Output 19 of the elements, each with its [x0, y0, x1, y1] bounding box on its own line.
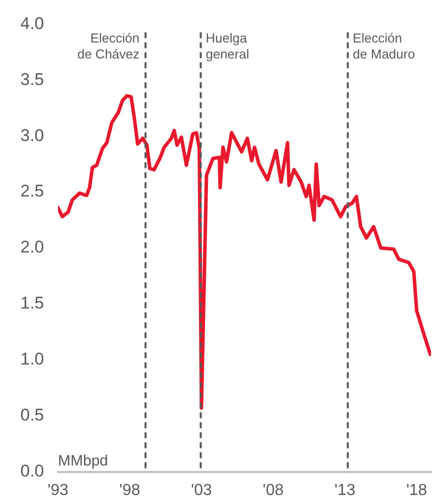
y-tick-label: 3.5	[20, 70, 44, 89]
y-tick-label: 2.0	[20, 238, 44, 257]
x-tick-label: '03	[191, 482, 212, 499]
y-tick-label: 4.0	[20, 14, 44, 33]
y-axis-title: MMbpd	[58, 452, 108, 470]
x-tick-label: '08	[262, 482, 284, 499]
x-tick-label: '18	[406, 482, 428, 499]
y-tick-label: 1.5	[20, 294, 44, 313]
y-tick-label: 2.5	[20, 182, 44, 201]
y-tick-label: 0.0	[20, 461, 44, 480]
y-tick-label: 0.5	[20, 406, 44, 425]
y-tick-label: 3.0	[20, 126, 44, 145]
ref-line-label: Elección de Maduro	[352, 30, 415, 62]
ref-line-label: Elección de Chávez	[77, 30, 140, 62]
x-tick-label: '13	[334, 482, 356, 499]
y-tick-label: 1.0	[20, 350, 44, 369]
x-tick-label: '98	[119, 482, 140, 499]
ref-line-label: Huelga general	[206, 30, 250, 62]
x-tick-label: '93	[48, 482, 69, 499]
